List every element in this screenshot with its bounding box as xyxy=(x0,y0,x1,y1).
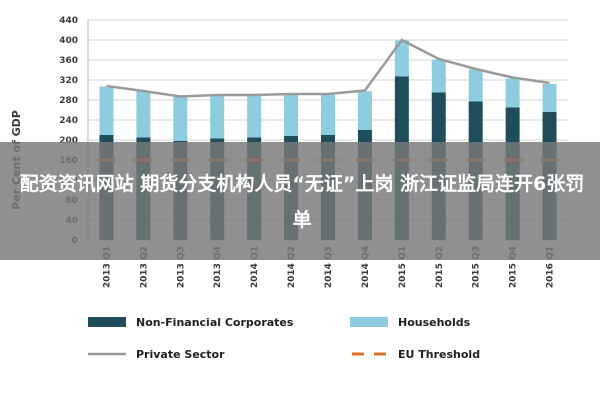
legend: Non-Financial Corporates Households Privat… xyxy=(88,316,480,361)
private-sector-line xyxy=(106,38,550,98)
x-tick-label: 2014 Q2 xyxy=(287,246,297,288)
bar-households xyxy=(99,86,114,135)
x-tick-label: 2015 Q4 xyxy=(509,246,519,288)
bar-households xyxy=(173,97,188,141)
legend-label: Non-Financial Corporates xyxy=(136,316,294,329)
bar-households xyxy=(505,78,520,108)
bar-households xyxy=(468,69,483,102)
private-sector-series xyxy=(106,38,550,98)
legend-label: Private Sector xyxy=(136,348,225,361)
bar-households xyxy=(394,40,409,77)
bar-households xyxy=(210,95,225,139)
bar-households xyxy=(136,91,151,138)
bar-households xyxy=(431,59,446,93)
y-tick-label: 440 xyxy=(59,16,78,26)
x-tick-label: 2015 Q2 xyxy=(435,246,445,288)
x-tick-label: 2013 Q3 xyxy=(176,246,186,288)
y-tick-label: 360 xyxy=(59,56,78,66)
bar-households xyxy=(357,91,372,130)
bar-households xyxy=(321,94,335,135)
y-tick-label: 280 xyxy=(59,96,78,106)
x-axis-ticks: 2013 Q1 2013 Q2 2013 Q3 2013 Q4 2014 Q1 2014 … xyxy=(102,246,555,288)
x-tick-label: 2014 Q4 xyxy=(361,246,371,288)
bar-households xyxy=(542,84,557,112)
bar-households xyxy=(284,95,299,136)
y-tick-label: 200 xyxy=(59,136,78,146)
x-tick-label: 2013 Q2 xyxy=(139,246,149,288)
x-tick-label: 2013 Q1 xyxy=(102,246,112,288)
x-tick-label: 2014 Q3 xyxy=(324,246,334,288)
overlay-title[interactable]: 配资资讯网站 期货分支机构人员“无证”上岗 浙江证监局连开6张罚单 xyxy=(19,173,585,231)
legend-label: EU Threshold xyxy=(398,348,480,361)
legend-label: Households xyxy=(398,316,471,329)
y-tick-label: 320 xyxy=(59,76,78,86)
bar-households xyxy=(247,95,262,138)
y-tick-label: 400 xyxy=(59,36,78,46)
x-tick-label: 2015 Q3 xyxy=(472,246,482,288)
x-tick-label: 2014 Q1 xyxy=(250,246,260,288)
x-tick-label: 2016 Q1 xyxy=(546,246,556,288)
y-tick-label: 240 xyxy=(59,116,78,126)
x-tick-label: 2013 Q4 xyxy=(213,246,223,288)
overlay-banner: 配资资讯网站 期货分支机构人员“无证”上岗 浙江证监局连开6张罚单 xyxy=(0,142,600,260)
legend-swatch xyxy=(88,317,126,327)
x-tick-label: 2015 Q1 xyxy=(398,246,408,288)
legend-swatch xyxy=(350,317,388,327)
